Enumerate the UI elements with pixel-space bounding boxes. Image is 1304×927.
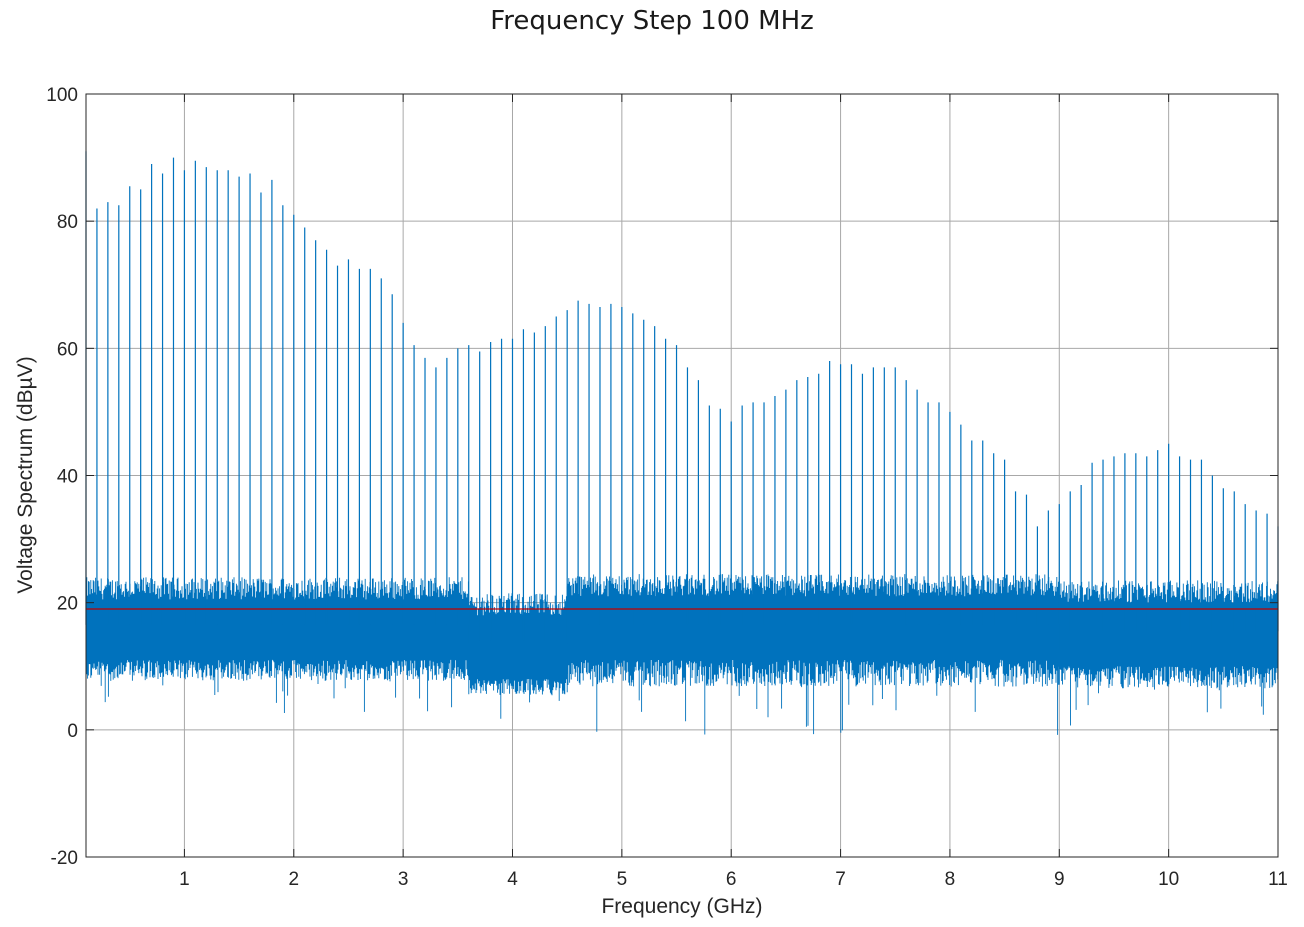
y-tick-label: 80 (57, 212, 78, 233)
x-tick-label: 2 (288, 869, 299, 890)
x-tick-label: 3 (398, 869, 409, 890)
x-tick-label: 8 (945, 869, 956, 890)
noise-band-1 (468, 621, 568, 664)
chart-title: Frequency Step 100 MHz (490, 6, 814, 36)
y-tick-label: 100 (46, 85, 78, 106)
x-tick-label: 4 (507, 869, 518, 890)
x-tick-label: 11 (1268, 869, 1288, 890)
x-tick-label: 6 (726, 869, 737, 890)
x-axis-label: Frequency (GHz) (601, 895, 763, 918)
noise-band-0 (86, 605, 469, 644)
x-tick-label: 9 (1054, 869, 1065, 890)
x-tick-label: 5 (617, 869, 628, 890)
x-tick-label: 7 (835, 869, 846, 890)
y-tick-label: 40 (57, 467, 78, 488)
y-tick-label: -20 (51, 848, 78, 869)
y-tick-label: 20 (57, 594, 78, 615)
x-tick-label: 1 (179, 869, 190, 890)
y-axis-label: Voltage Spectrum (dBµV) (14, 356, 37, 594)
x-tick-label: 10 (1158, 869, 1179, 890)
y-tick-label: 60 (57, 339, 78, 360)
y-tick-label: 0 (67, 721, 78, 742)
